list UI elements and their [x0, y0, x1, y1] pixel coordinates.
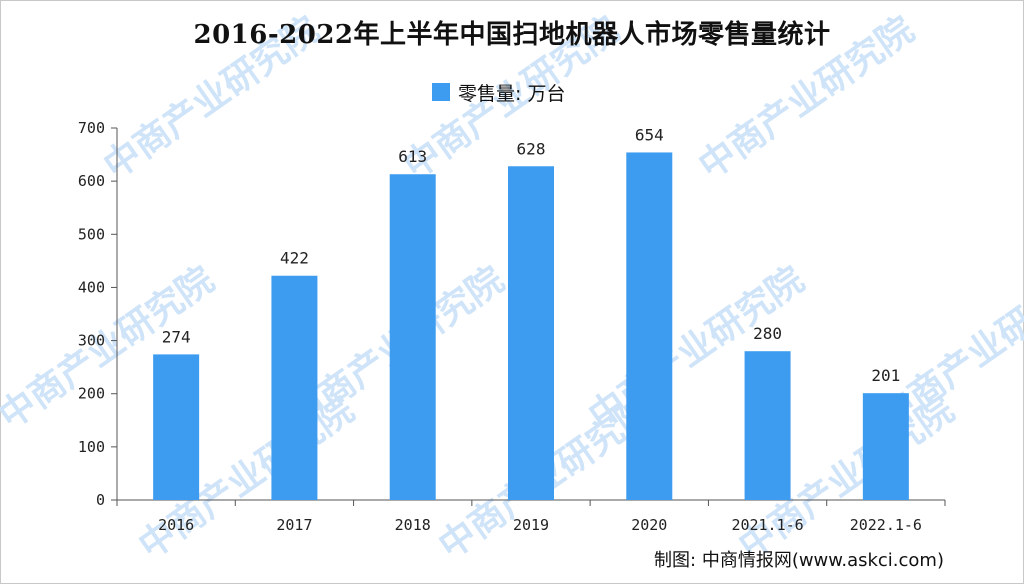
bar-2019	[508, 166, 554, 500]
y-tick-label: 400	[78, 278, 105, 296]
legend-swatch	[432, 83, 450, 101]
axes: 0 100 200 300 400 500 600 700	[78, 119, 946, 509]
legend-label: 零售量: 万台	[458, 82, 566, 105]
source-credit: 制图: 中商情报网(www.askci.com)	[654, 550, 944, 571]
chart-title: 2016-2022年上半年中国扫地机器人市场零售量统计	[193, 20, 831, 50]
data-label: 280	[753, 324, 782, 343]
x-tick-label: 2017	[276, 516, 312, 534]
y-tick-label: 600	[78, 172, 105, 190]
x-tick-label: 2021.1-6	[731, 516, 803, 534]
bar-2021.1-6	[744, 351, 791, 500]
bar-2016	[153, 354, 200, 500]
x-tick-label: 2018	[395, 516, 431, 534]
x-tick-label: 2022.1-6	[850, 516, 922, 534]
data-label: 628	[517, 139, 546, 158]
bar-2017	[271, 275, 318, 500]
data-label: 422	[280, 249, 309, 268]
y-tick-label: 300	[78, 332, 105, 350]
data-label: 654	[635, 125, 664, 144]
y-tick-label: 0	[96, 491, 105, 509]
y-tick-label: 200	[78, 385, 105, 403]
x-tick-label: 2020	[631, 516, 667, 534]
y-tick-label: 500	[78, 225, 105, 243]
bar-2022.1-6	[862, 393, 909, 500]
labels: 274 2016 422 2017 613 2018 628 2019 654 2020 280 20…	[158, 125, 922, 534]
bar-2020	[626, 152, 673, 500]
data-label: 274	[162, 327, 191, 346]
data-label: 201	[871, 366, 900, 385]
y-tick-label: 100	[78, 438, 105, 456]
legend: 零售量: 万台	[432, 80, 566, 105]
y-tick-label: 700	[78, 119, 105, 137]
x-tick-label: 2016	[158, 516, 194, 534]
data-label: 613	[398, 147, 427, 166]
bar-2018	[389, 174, 436, 500]
bars	[153, 152, 909, 500]
x-tick-label: 2019	[513, 516, 549, 534]
